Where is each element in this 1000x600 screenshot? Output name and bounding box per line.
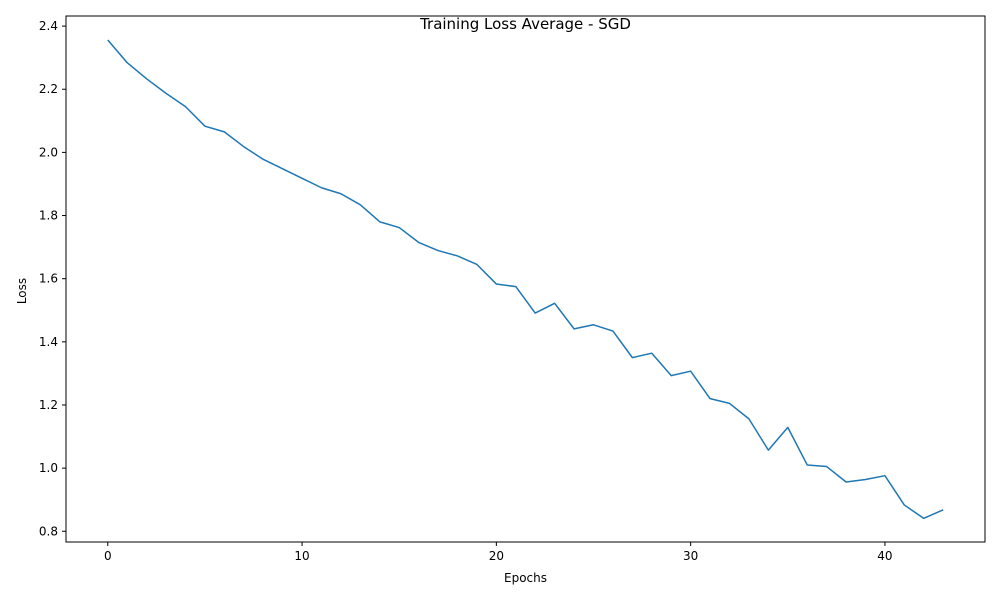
- chart-title: Training Loss Average - SGD: [419, 15, 631, 33]
- y-axis-ticks: 0.8 1.0 1.2 1.4 1.6 1.8 2.0 2.2 2.4: [39, 19, 66, 538]
- y-tick-label: 1.2: [39, 398, 58, 412]
- y-tick-label: 2.0: [39, 145, 58, 159]
- x-tick-label: 10: [294, 549, 309, 563]
- x-tick-label: 30: [683, 549, 698, 563]
- x-tick-label: 20: [489, 549, 504, 563]
- y-tick-label: 1.8: [39, 209, 58, 223]
- y-axis-label: Loss: [15, 278, 29, 304]
- series-line: [107, 39, 944, 520]
- y-tick-label: 1.0: [39, 461, 58, 475]
- x-tick-label: 40: [877, 549, 892, 563]
- y-tick-label: 1.6: [39, 272, 58, 286]
- x-axis-ticks: 0 10 20 30 40: [104, 542, 893, 563]
- y-tick-label: 2.2: [39, 82, 58, 96]
- x-tick-label: 0: [104, 549, 112, 563]
- y-tick-label: 1.4: [39, 335, 58, 349]
- y-tick-label: 0.8: [39, 524, 58, 538]
- series-layer: [107, 39, 944, 520]
- y-tick-label: 2.4: [39, 19, 58, 33]
- x-axis-label: Epochs: [504, 571, 547, 585]
- plot-frame: [65, 15, 986, 543]
